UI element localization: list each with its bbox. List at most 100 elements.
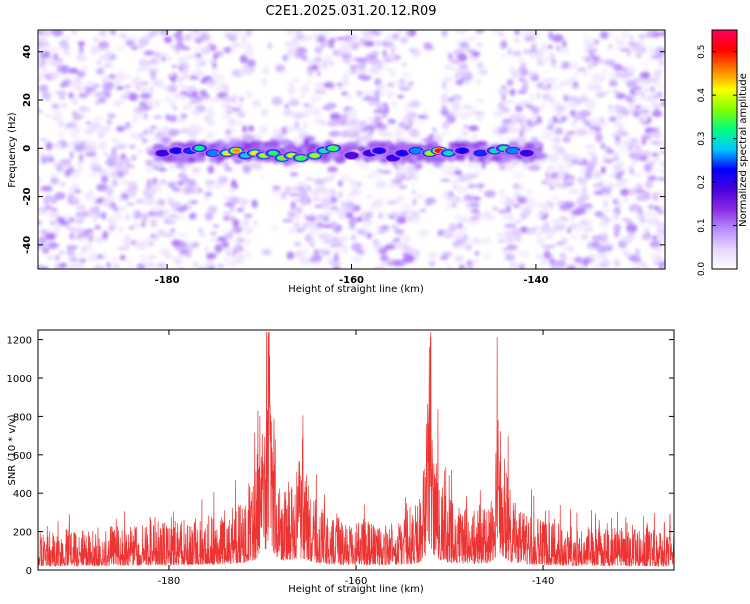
- spectrogram-cell: [143, 50, 155, 56]
- spectrogram-cell: [591, 235, 603, 241]
- spectrogram-cell: [648, 204, 654, 210]
- spectrogram-cell: [96, 68, 105, 75]
- spectrogram-cell: [545, 171, 550, 179]
- spectrogram-cell: [91, 171, 97, 178]
- spectrogram-cell: [439, 165, 452, 173]
- spectrogram-cell: [600, 143, 606, 150]
- spectrogram-cell: [93, 48, 101, 53]
- spectrogram-cell: [306, 215, 316, 222]
- spectrogram-x-axis-label: Height of straight line (km): [288, 284, 424, 295]
- spectrogram-cell: [627, 41, 639, 47]
- spectrogram-cell: [177, 180, 184, 187]
- spectrogram-cell: [373, 109, 386, 113]
- spectrogram-cell: [577, 128, 588, 136]
- spectrogram-cell: [236, 243, 242, 248]
- spectrogram-hotspot: [508, 148, 518, 153]
- spectrogram-cell: [519, 122, 526, 131]
- spectrogram-cell: [191, 109, 198, 114]
- spectrogram-cell: [130, 154, 137, 161]
- spectrogram-cell: [57, 131, 65, 139]
- spectrogram-cell: [108, 220, 116, 225]
- spectrogram-cell: [574, 226, 581, 231]
- snr-y-tick-label: 1000: [7, 374, 32, 385]
- spectrogram-cell: [188, 75, 199, 80]
- spectrogram-cell: [561, 115, 567, 122]
- spectrogram-cell: [52, 162, 65, 166]
- spectrogram-cell: [470, 133, 479, 141]
- colorbar-tick-label: 0.1: [697, 218, 707, 232]
- spectrogram-cell: [409, 48, 416, 53]
- spectrogram-cell: [513, 171, 524, 180]
- spectrogram-cell: [70, 129, 80, 138]
- spectrogram-cell: [177, 94, 187, 101]
- spectrogram-cell: [393, 55, 402, 60]
- spectrogram-cell: [112, 257, 117, 263]
- spectrogram-cell: [390, 49, 396, 55]
- spectrogram-cell: [630, 264, 642, 269]
- spectrogram-cell: [333, 226, 341, 233]
- spectrogram-cell: [395, 195, 405, 203]
- spectrogram-cell: [304, 215, 309, 219]
- spectrogram-cell: [504, 223, 517, 229]
- spectrogram-cell: [301, 247, 310, 256]
- spectrogram-cell: [38, 237, 46, 242]
- spectrogram-cell: [78, 105, 88, 113]
- spectrogram-cell: [519, 56, 524, 65]
- spectrogram-cell: [70, 98, 75, 106]
- spectrogram-cell: [75, 252, 86, 258]
- spectrogram-cell: [449, 196, 458, 203]
- spectrogram-cell: [46, 254, 55, 261]
- spectrogram-cell: [105, 196, 115, 203]
- spectrogram-cell: [608, 106, 617, 116]
- spectrogram-cell: [583, 71, 588, 76]
- spectrogram-cell: [289, 169, 294, 174]
- spectrogram-cell: [542, 41, 547, 51]
- spectrogram-band-cell: [209, 142, 221, 148]
- spectrogram-cell: [321, 247, 328, 251]
- spectrogram-cell: [101, 175, 109, 184]
- spectrogram-cell: [150, 233, 157, 239]
- spectrogram-cell: [200, 230, 206, 236]
- spectrogram-cell: [355, 188, 362, 195]
- spectrogram-cell: [106, 119, 113, 125]
- spectrogram-cell: [380, 260, 387, 269]
- spectrogram-cell: [391, 225, 399, 230]
- spectrogram-cell: [94, 91, 104, 97]
- spectrogram-cell: [583, 258, 589, 267]
- spectrogram-cell: [355, 159, 366, 166]
- spectrogram-cell: [568, 235, 579, 239]
- colorbar-frame: [711, 29, 738, 270]
- spectrogram-band-cell: [474, 141, 488, 146]
- spectrogram-cell: [171, 64, 178, 69]
- spectrogram-cell: [132, 116, 138, 124]
- spectrogram-cell: [581, 33, 588, 37]
- spectrogram-cell: [49, 46, 59, 54]
- spectrogram-cell: [323, 82, 335, 89]
- spectrogram-cell: [229, 128, 236, 132]
- spectrogram-cell: [591, 55, 600, 62]
- spectrogram-cell: [73, 143, 86, 152]
- spectrogram-cell: [145, 159, 153, 167]
- spectrogram-cell: [205, 110, 215, 119]
- spectrogram-band-cell: [467, 142, 475, 150]
- spectrogram-cell: [209, 58, 217, 65]
- spectrogram-cell: [457, 174, 469, 182]
- spectrogram-cell: [582, 217, 587, 226]
- spectrogram-cell: [372, 232, 380, 236]
- spectrogram-cell: [361, 97, 371, 101]
- spectrogram-cell: [143, 112, 148, 120]
- spectrogram-cell: [512, 192, 522, 196]
- spectrogram-cell: [578, 266, 584, 269]
- spectrogram-cell: [244, 231, 252, 235]
- spectrogram-cell: [329, 171, 336, 179]
- spectrogram-cell: [89, 121, 101, 131]
- spectrogram-cell: [515, 104, 523, 113]
- spectrogram-cell: [123, 234, 132, 241]
- spectrogram-hotspot: [208, 150, 218, 156]
- spectrogram-cell: [301, 111, 309, 119]
- spectrogram-cell: [375, 83, 386, 91]
- spectrogram-cell: [476, 216, 485, 222]
- spectrogram-cell: [78, 92, 89, 98]
- spectrogram-cell: [154, 80, 165, 89]
- spectrogram-cell: [48, 242, 59, 249]
